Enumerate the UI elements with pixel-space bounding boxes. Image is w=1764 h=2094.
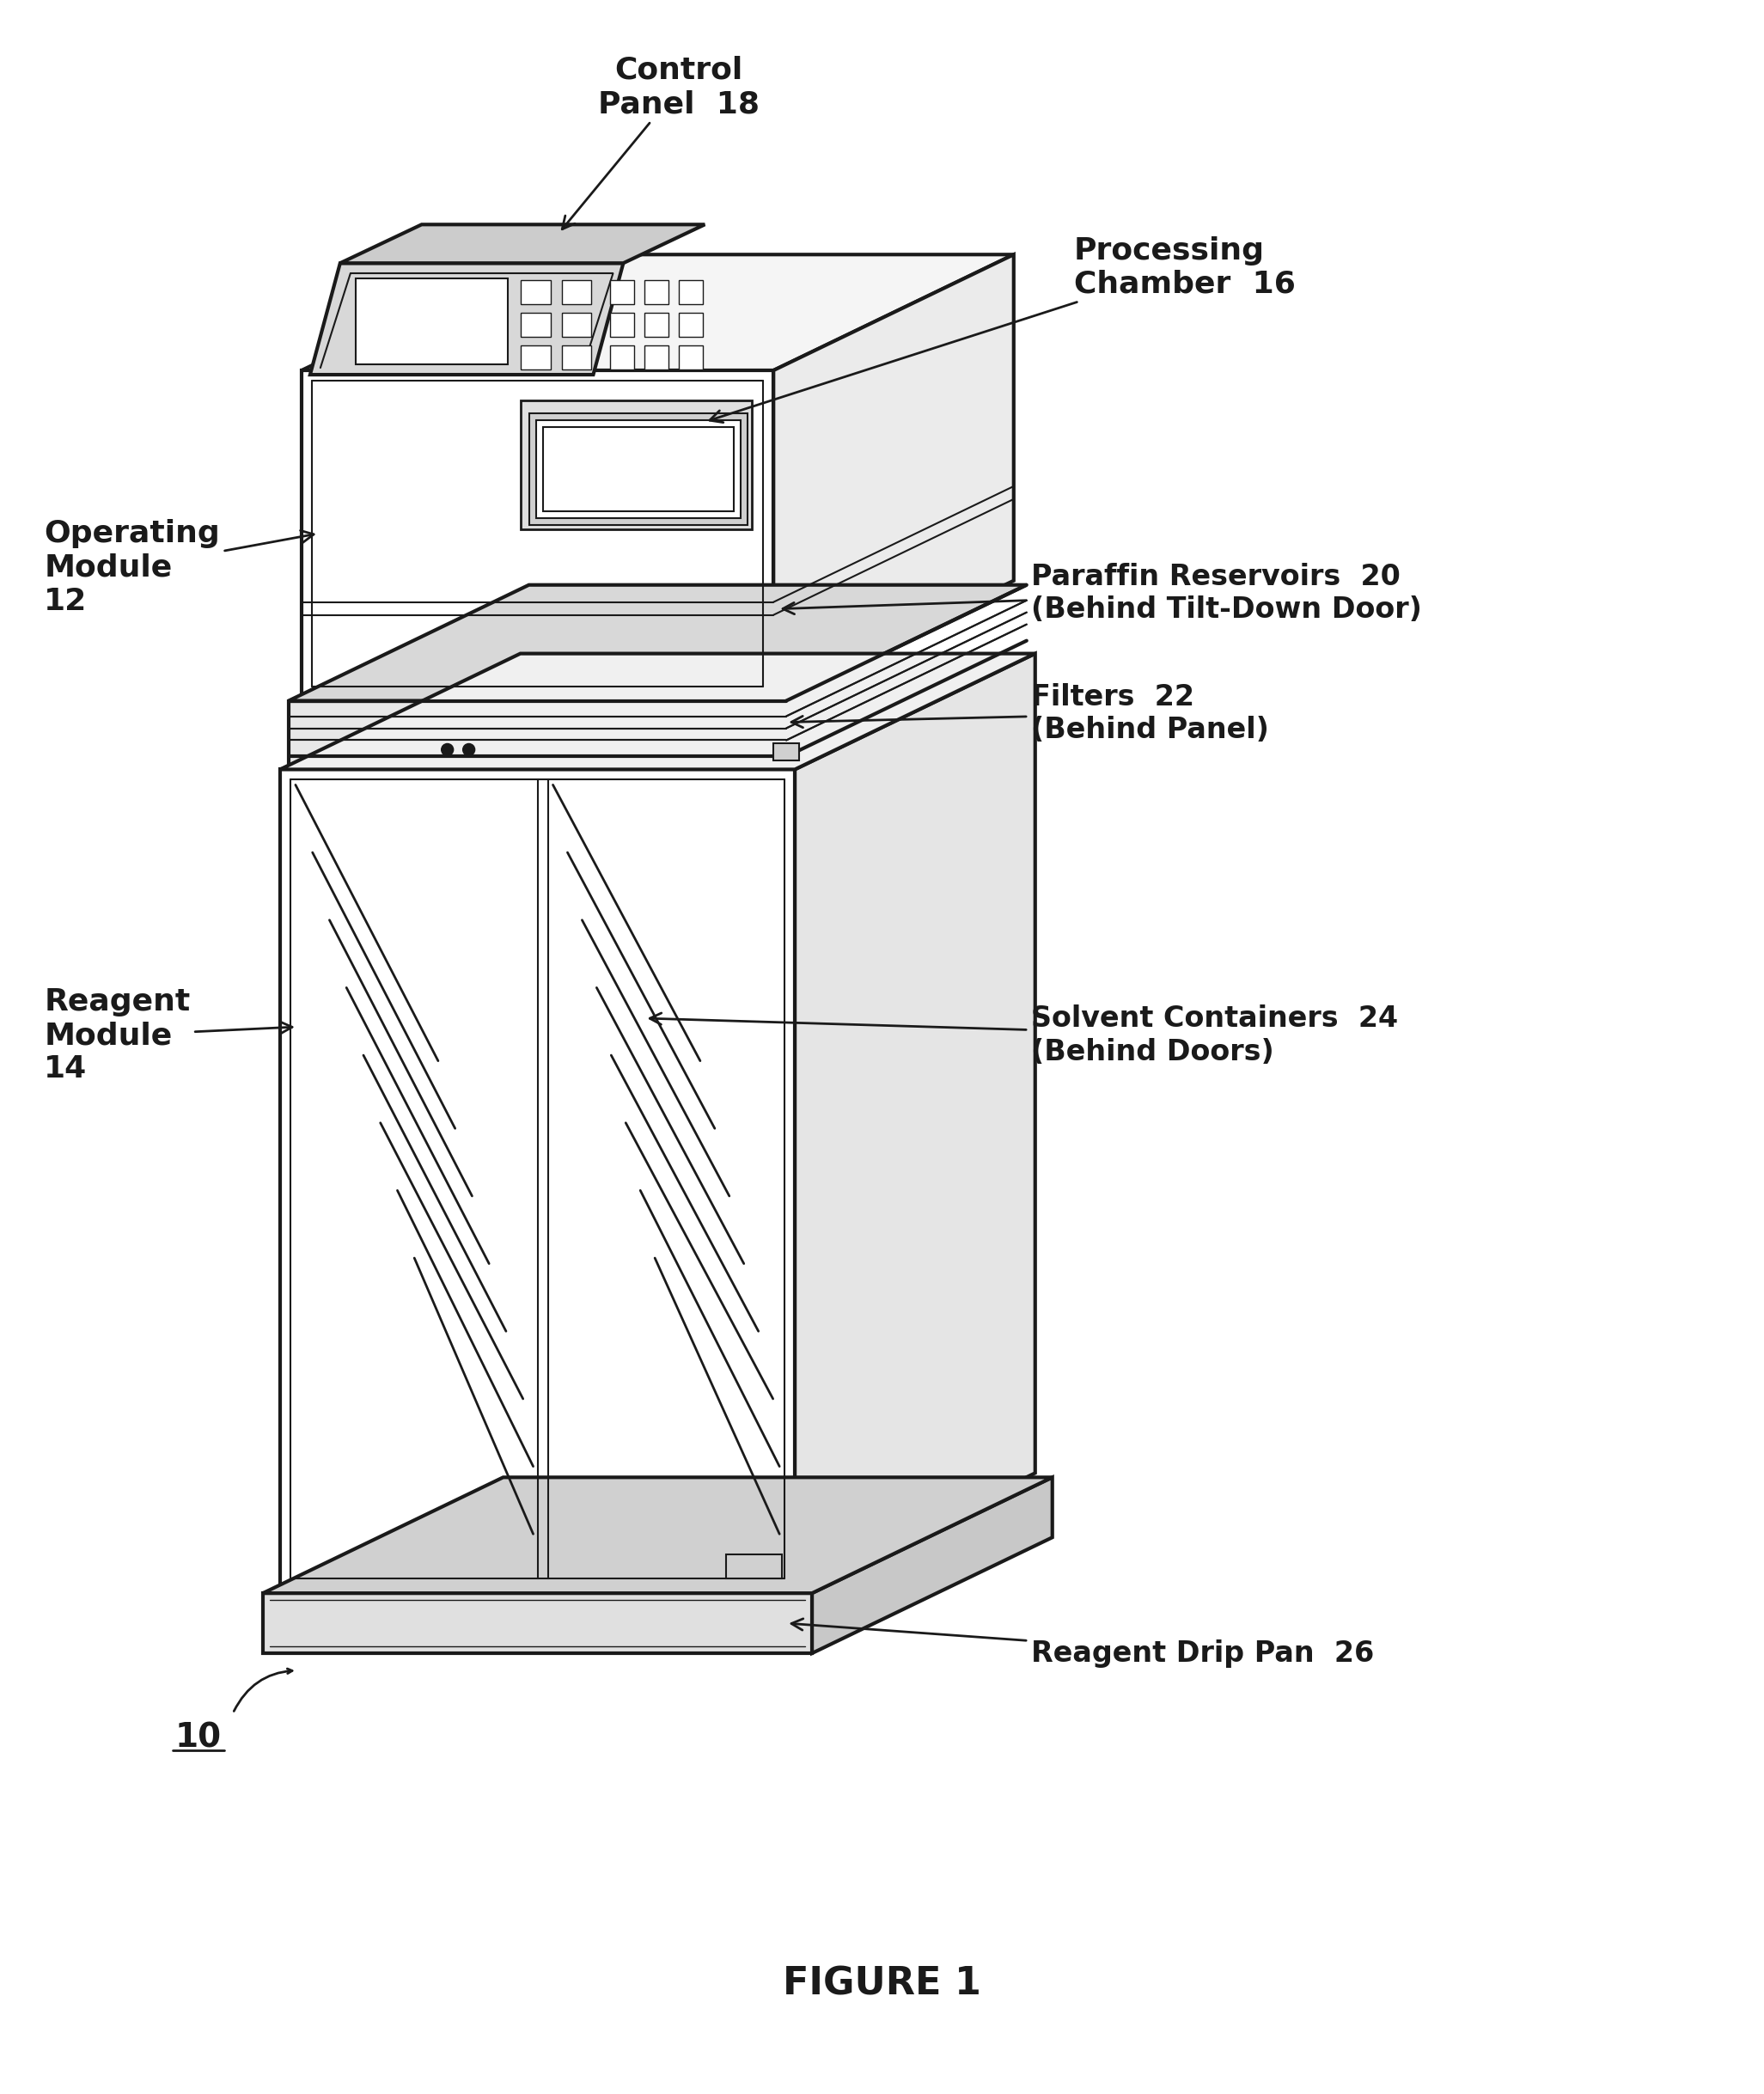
Polygon shape (646, 346, 669, 369)
Polygon shape (529, 413, 748, 526)
Polygon shape (679, 346, 704, 369)
Polygon shape (280, 653, 1035, 768)
Polygon shape (520, 312, 550, 337)
Polygon shape (520, 281, 550, 304)
Polygon shape (561, 346, 591, 369)
Polygon shape (796, 653, 1035, 1589)
Polygon shape (610, 346, 635, 369)
Polygon shape (536, 421, 741, 517)
Polygon shape (646, 312, 669, 337)
Polygon shape (610, 281, 635, 304)
Polygon shape (263, 1478, 1053, 1594)
Text: Control
Panel  18: Control Panel 18 (563, 57, 760, 228)
Polygon shape (289, 584, 1027, 701)
Polygon shape (520, 346, 550, 369)
Text: 10: 10 (175, 1721, 222, 1755)
Polygon shape (610, 312, 635, 337)
Polygon shape (302, 255, 1014, 371)
Polygon shape (520, 400, 751, 530)
Polygon shape (561, 281, 591, 304)
Polygon shape (310, 264, 623, 375)
Text: Reagent
Module
14: Reagent Module 14 (44, 986, 293, 1085)
Polygon shape (543, 427, 734, 511)
Polygon shape (679, 281, 704, 304)
Polygon shape (679, 312, 704, 337)
Circle shape (462, 743, 475, 756)
Text: Paraffin Reservoirs  20
(Behind Tilt-Down Door): Paraffin Reservoirs 20 (Behind Tilt-Down… (783, 563, 1422, 624)
Polygon shape (340, 224, 706, 264)
Polygon shape (263, 1594, 811, 1654)
Polygon shape (302, 371, 773, 697)
Polygon shape (773, 255, 1014, 697)
Polygon shape (727, 1554, 781, 1579)
Polygon shape (289, 701, 787, 764)
Polygon shape (646, 281, 669, 304)
Polygon shape (561, 312, 591, 337)
Polygon shape (280, 768, 796, 1589)
Polygon shape (773, 743, 799, 760)
Text: Operating
Module
12: Operating Module 12 (44, 519, 314, 616)
Text: Reagent Drip Pan  26: Reagent Drip Pan 26 (792, 1619, 1374, 1667)
Text: Processing
Chamber  16: Processing Chamber 16 (709, 237, 1295, 423)
Text: Filters  22
(Behind Panel): Filters 22 (Behind Panel) (792, 683, 1268, 743)
Circle shape (441, 743, 453, 756)
Text: FIGURE 1: FIGURE 1 (781, 1964, 981, 2002)
Polygon shape (356, 279, 508, 364)
Polygon shape (811, 1478, 1053, 1654)
Text: Solvent Containers  24
(Behind Doors): Solvent Containers 24 (Behind Doors) (649, 1005, 1397, 1066)
